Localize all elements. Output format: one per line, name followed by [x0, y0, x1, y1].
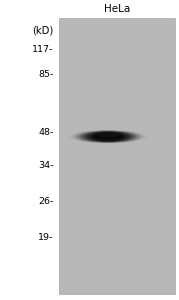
Text: 48-: 48- — [38, 128, 54, 137]
Ellipse shape — [79, 131, 137, 142]
FancyBboxPatch shape — [59, 18, 175, 294]
Ellipse shape — [87, 132, 129, 142]
Ellipse shape — [98, 133, 118, 141]
Ellipse shape — [74, 130, 141, 143]
Ellipse shape — [95, 133, 120, 141]
Ellipse shape — [90, 132, 126, 141]
Ellipse shape — [84, 131, 132, 142]
Ellipse shape — [81, 131, 134, 142]
Ellipse shape — [76, 130, 140, 143]
Ellipse shape — [77, 131, 139, 143]
Text: 34-: 34- — [38, 161, 54, 170]
Text: 85-: 85- — [38, 70, 54, 79]
Ellipse shape — [93, 132, 123, 141]
Ellipse shape — [94, 132, 122, 141]
Ellipse shape — [86, 131, 130, 142]
Ellipse shape — [80, 131, 136, 142]
Text: 117-: 117- — [32, 45, 54, 54]
Ellipse shape — [102, 133, 113, 140]
Text: 26-: 26- — [38, 197, 54, 206]
Ellipse shape — [100, 133, 116, 140]
Ellipse shape — [83, 131, 133, 142]
Text: 19-: 19- — [38, 233, 54, 242]
Ellipse shape — [96, 134, 120, 136]
Ellipse shape — [91, 132, 125, 141]
Ellipse shape — [97, 133, 119, 141]
Ellipse shape — [104, 134, 112, 140]
Text: (kD): (kD) — [32, 26, 54, 35]
Ellipse shape — [92, 134, 124, 140]
Text: HeLa: HeLa — [104, 4, 130, 14]
Ellipse shape — [101, 133, 115, 140]
Ellipse shape — [107, 134, 109, 140]
Ellipse shape — [105, 134, 111, 140]
Ellipse shape — [88, 132, 127, 142]
